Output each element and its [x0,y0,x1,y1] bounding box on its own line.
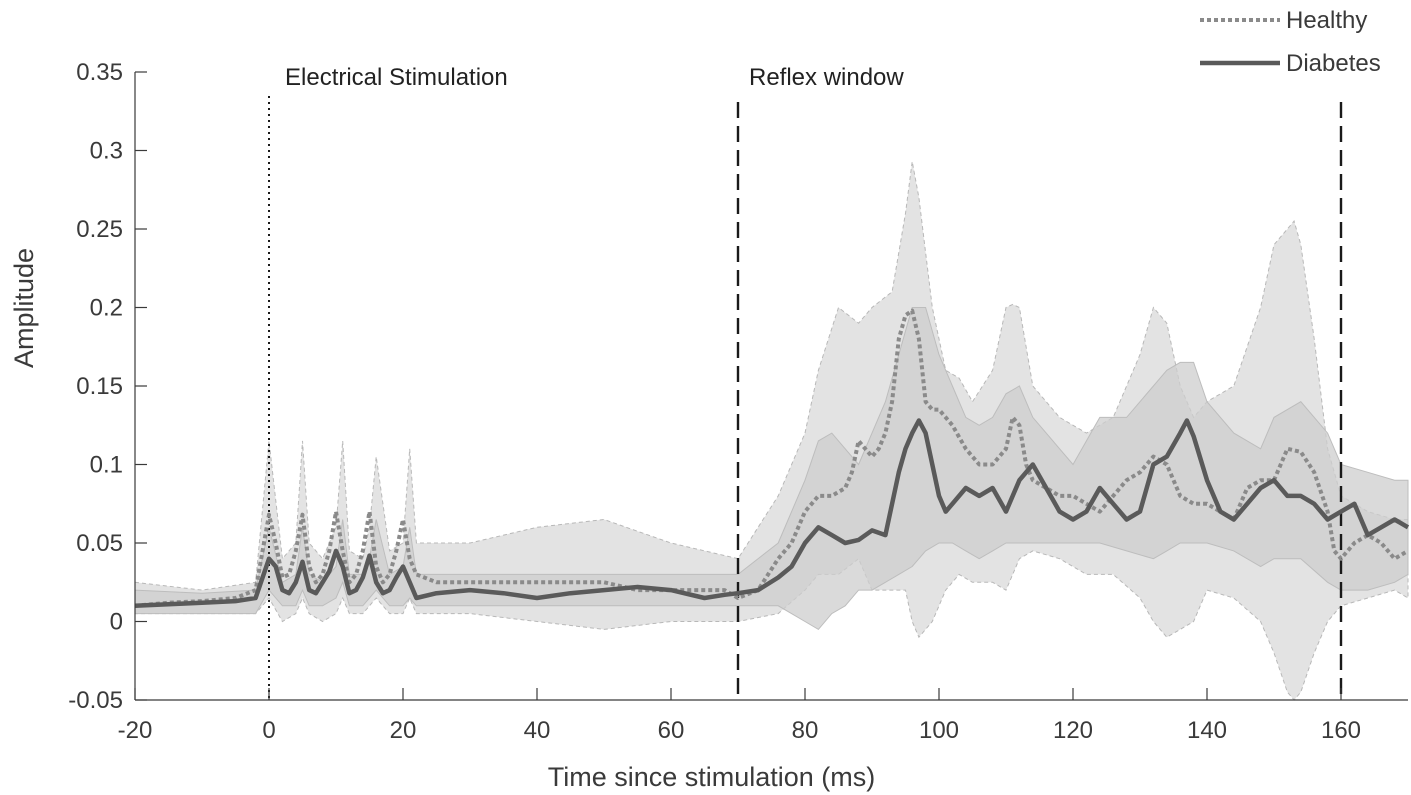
event-lines [268,96,1343,700]
y-tick-label: -0.05 [68,687,123,714]
x-tick-label: 120 [1053,717,1093,744]
legend-label-healthy: Healthy [1286,7,1367,34]
y-tick-label: 0.15 [76,373,123,400]
y-tick-label: 0.05 [76,530,123,557]
x-tick-label: 160 [1321,717,1361,744]
x-tick-label: 100 [919,717,959,744]
y-tick-label: 0.3 [90,138,123,165]
y-tick-label: 0 [110,609,123,636]
x-tick-label: 20 [390,717,417,744]
y-tick-label: 0.25 [76,216,123,243]
y-tick-label: 0.35 [76,59,123,86]
y-ticks: -0.05 0 0.05 0.1 0.15 0.2 0.25 0.3 0.35 [68,59,147,714]
annotation-electrical-stimulation: Electrical Stimulation [285,64,508,91]
annotation-reflex-window: Reflex window [749,64,904,91]
series-line-diabetes [134,418,1410,609]
band-healthy [134,161,1409,701]
series-line-healthy [134,308,1410,608]
x-tick-label: 40 [524,717,551,744]
x-ticks: -20 0 20 40 60 80 100 120 140 160 [118,688,1361,744]
legend: Healthy Diabetes [1200,7,1381,77]
x-tick-label: 0 [262,717,275,744]
x-tick-label: 80 [792,717,819,744]
y-axis-title: Amplitude [9,248,39,368]
legend-label-diabetes: Diabetes [1286,50,1381,77]
x-tick-label: -20 [118,717,153,744]
y-tick-label: 0.2 [90,295,123,322]
axes: -20 0 20 40 60 80 100 120 140 160 -0.05 0 0.05 0.1 0.… [68,59,1408,744]
annotations: Electrical Stimulation Reflex window [285,64,904,91]
y-tick-label: 0.1 [90,452,123,479]
x-tick-label: 60 [658,717,685,744]
confidence-bands [134,161,1409,701]
series-lines [134,308,1410,609]
x-tick-label: 140 [1187,717,1227,744]
x-axis-title: Time since stimulation (ms) [548,762,876,792]
